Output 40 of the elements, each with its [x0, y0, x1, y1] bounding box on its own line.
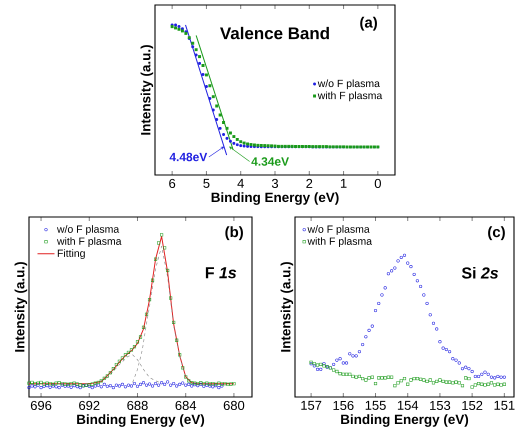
x-tick-label: 4 [237, 178, 244, 188]
y-axis-title: Intensity (a.u.) [280, 262, 294, 352]
text: (c) [488, 226, 505, 240]
x-tick-label: 696 [30, 400, 52, 410]
x-tick-label: 151 [494, 400, 515, 410]
x-axis-title: Binding Energy (eV) [77, 414, 204, 427]
text: F 1s [206, 267, 236, 278]
legend-label: Fitting [58, 249, 85, 260]
x-tick-label: 1 [340, 178, 347, 188]
x-tick-label: 688 [127, 400, 148, 410]
legend-label: with F plasma [307, 237, 372, 247]
legend-label: w/o F plasma [56, 225, 120, 235]
x-axis-title: Binding Energy (eV) [341, 414, 468, 427]
x-tick-label: 156 [333, 400, 354, 410]
x-tick-label: 154 [398, 400, 418, 410]
annotation: 4.34eV [251, 157, 289, 166]
x-tick-label: 153 [430, 400, 450, 410]
x-tick-label: 155 [366, 400, 386, 410]
legend-label: w/o F plasma [318, 79, 380, 90]
chart-title: Valence Band [220, 26, 329, 40]
x-tick-label: 684 [176, 400, 196, 410]
text: Si 2s [462, 266, 498, 279]
legend-label: with F plasma [56, 237, 122, 247]
x-tick-label: 692 [79, 400, 100, 410]
x-tick-label: 0 [374, 178, 381, 188]
x-tick-label: 5 [203, 178, 210, 188]
y-axis-title: Intensity (a.u.) [14, 262, 28, 352]
x-tick-label: 3 [272, 178, 278, 188]
annotation: (a) [360, 16, 377, 31]
x-tick-label: 157 [301, 400, 322, 410]
x-tick-label: 2 [306, 178, 312, 188]
legend-label: with F plasma [318, 91, 382, 102]
x-axis-title: Binding Energy (eV) [212, 192, 339, 205]
annotation: (b) [225, 226, 243, 240]
x-tick-label: 152 [462, 400, 482, 410]
legend-label: w/o F plasma [307, 225, 370, 235]
y-axis-title: Intensity (a.u.) [140, 45, 154, 135]
x-tick-label: 680 [224, 400, 244, 410]
x-tick-label: 6 [169, 178, 176, 188]
annotation: 4.48eV [170, 152, 208, 162]
